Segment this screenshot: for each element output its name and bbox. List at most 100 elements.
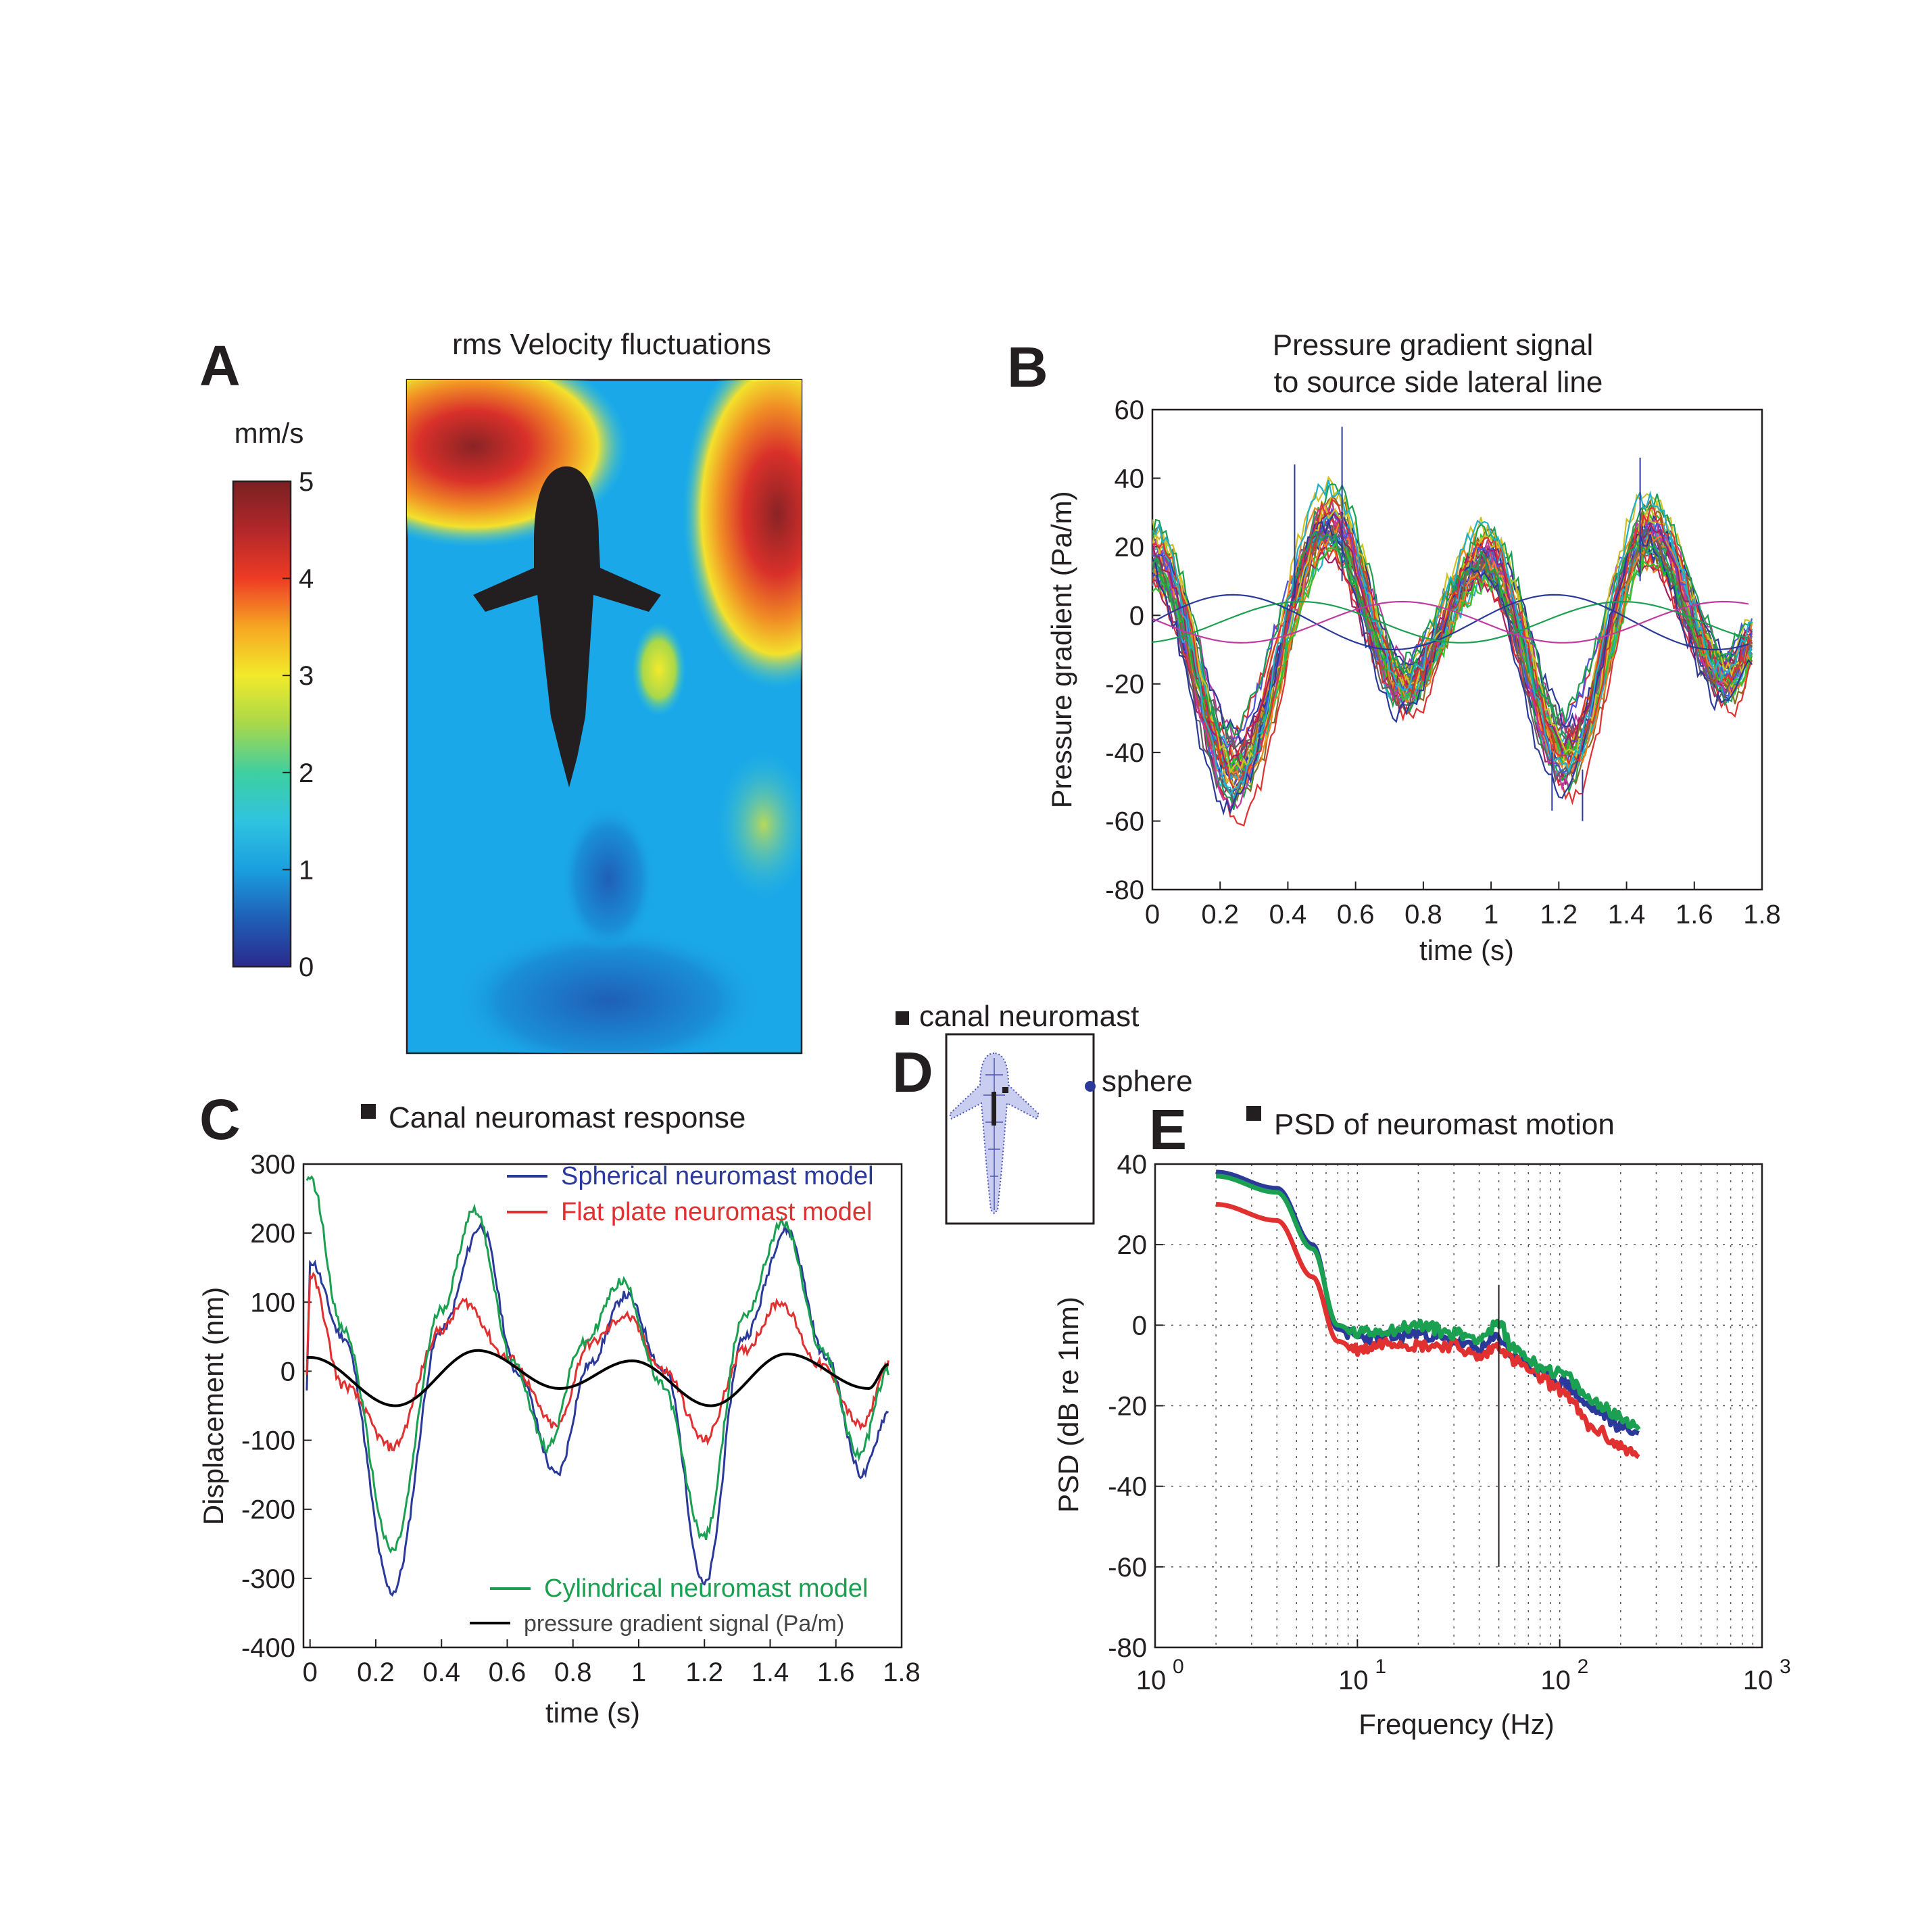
canal-line (992, 1092, 996, 1126)
panel-e: E PSD of neuromast motion 10 0 10 1 10 2 10 3 40… (1052, 1098, 1791, 1740)
panel-b-ytick-label: 40 (1115, 464, 1145, 493)
panel-a-letter: A (199, 334, 241, 397)
panel-c-plot-frame (302, 1163, 903, 1649)
panel-e-xtick-base: 10 (1136, 1666, 1167, 1695)
colorbar-tick-label: 0 (299, 952, 314, 982)
panel-b-trace (1152, 479, 1753, 796)
panel-c-ytick-label: -400 (241, 1633, 295, 1663)
panel-b-ytick-label: -40 (1105, 738, 1144, 768)
colorbar-tick-label: 5 (299, 467, 314, 497)
panel-c-xtick-label: 0 (303, 1658, 318, 1687)
panel-c-legend-label: Spherical neuromast model (561, 1162, 874, 1190)
panel-b-trace (1152, 530, 1753, 735)
canal-neuromast-marker (896, 1011, 909, 1025)
velocity-map (406, 379, 803, 1055)
fish-mesh-box (945, 1033, 1095, 1225)
panel-b-xtick-label: 1.8 (1743, 900, 1781, 929)
panel-e-ytick-label: 20 (1117, 1230, 1148, 1260)
panel-e-ytick-label: 40 (1117, 1150, 1148, 1180)
panel-c: C Canal neuromast response 0 0.2 0.4 0.6 0.8… (197, 1088, 921, 1729)
panel-c-legend-label: pressure gradient signal (Pa/m) (524, 1611, 844, 1637)
panel-e-xlabel: Frequency (Hz) (1359, 1708, 1554, 1740)
panel-b-xtick-label: 0 (1145, 900, 1160, 929)
panel-b-ytick-label: -20 (1105, 670, 1144, 700)
panel-b-trace (1152, 539, 1753, 769)
panel-e-series-line (1215, 1169, 1640, 1436)
panel-c-ytick-label: 0 (280, 1357, 295, 1386)
panel-b-trace (1152, 549, 1753, 765)
panel-b-ytick-label: 0 (1129, 601, 1144, 631)
panel-e-xtick-base: 10 (1540, 1666, 1571, 1695)
warm-region-center (632, 622, 686, 717)
sphere-label: sphere (1102, 1065, 1193, 1098)
panel-a: A rms Velocity fluctuations mm/s 0 1 2 3 4 5 (199, 328, 803, 1055)
panel-e-xtick-base: 10 (1338, 1666, 1369, 1695)
panel-b-ytick-label: -80 (1105, 875, 1144, 905)
panel-b-title-line2: to source side lateral line (1274, 366, 1603, 399)
fish-mesh (948, 1052, 1040, 1215)
panel-c-axes: 0 0.2 0.4 0.6 0.8 1 1.2 1.4 1.6 1.8 300 200 100 0 -100… (241, 1150, 921, 1687)
panel-e-axes: 10 0 10 1 10 2 10 3 40 20 0 -20 -40 -60 -80 (1108, 1150, 1791, 1695)
colorbar-ticks: 0 1 2 3 4 5 (283, 467, 314, 982)
panel-d: canal neuromast D sphere (892, 1000, 1193, 1225)
panel-c-xtick-label: 0.8 (554, 1658, 592, 1687)
panel-b-xtick-label: 1.4 (1608, 900, 1646, 929)
warm-region-lower-right (716, 750, 802, 899)
panel-a-title: rms Velocity fluctuations (452, 328, 771, 361)
panel-c-xlabel: time (s) (545, 1697, 640, 1729)
panel-e-xtick-base: 10 (1743, 1666, 1774, 1695)
panel-c-legend-label: Cylindrical neuromast model (544, 1574, 868, 1603)
panel-c-ytick-label: 300 (250, 1150, 295, 1180)
panel-b-trace-low-amplitude (1152, 600, 1749, 644)
panel-b-xtick-label: 1.2 (1540, 900, 1578, 929)
panel-b-trace (1152, 523, 1753, 789)
panel-b-xtick-label: 0.4 (1269, 900, 1307, 929)
panel-b-title-line1: Pressure gradient signal (1273, 329, 1593, 362)
panel-c-ytick-label: -200 (241, 1495, 295, 1525)
panel-e-ylabel: PSD (dB re 1nm) (1052, 1297, 1084, 1513)
panel-d-letter: D (892, 1040, 933, 1104)
panel-c-legend-label: Flat plate neuromast model (561, 1198, 872, 1226)
panel-c-series-line (305, 1175, 889, 1554)
panel-c-ylabel: Displacement (nm) (197, 1287, 229, 1525)
colorbar (232, 480, 292, 968)
panel-e-ytick-label: 0 (1132, 1311, 1147, 1341)
colorbar-tick-label: 4 (299, 564, 314, 594)
panel-b-ytick-label: 60 (1115, 395, 1145, 425)
panel-e-ytick-label: -40 (1108, 1472, 1147, 1502)
panel-b-xtick-label: 0.8 (1404, 900, 1442, 929)
sphere-marker (1085, 1081, 1096, 1092)
panel-b-traces (1152, 427, 1753, 827)
colorbar-unit: mm/s (235, 417, 304, 449)
colorbar-tick-label: 3 (299, 661, 314, 691)
panel-b-ytick-label: -60 (1105, 807, 1144, 837)
panel-b-xtick-label: 0.6 (1337, 900, 1375, 929)
panel-e-traces (1215, 1169, 1641, 1567)
panel-c-xtick-label: 1.6 (817, 1658, 855, 1687)
panel-b-xlabel: time (s) (1419, 934, 1514, 966)
hot-region-right (683, 380, 802, 690)
panel-b-plot-frame (1151, 408, 1763, 891)
panel-c-xtick-label: 1 (631, 1658, 646, 1687)
panel-c-ytick-label: 200 (250, 1219, 295, 1249)
panel-c-xtick-label: 1.2 (685, 1658, 723, 1687)
panel-e-letter: E (1149, 1098, 1187, 1161)
panel-c-ytick-label: -100 (241, 1426, 295, 1456)
panel-c-legend: Spherical neuromast model Flat plate neur… (470, 1162, 874, 1637)
panel-b-letter: B (1007, 335, 1048, 399)
panel-c-xtick-label: 0.2 (357, 1658, 395, 1687)
canal-neuromast-label: canal neuromast (919, 1000, 1139, 1033)
panel-b-trace-low-amplitude (1152, 600, 1749, 644)
cool-region-bottom (453, 926, 764, 1053)
colorbar-tick-label: 2 (299, 758, 314, 788)
panel-b-ytick-label: 20 (1115, 533, 1145, 562)
panel-e-xtick-exponent: 3 (1780, 1656, 1791, 1678)
fish-silhouette (473, 466, 661, 788)
cool-region-middle (561, 804, 656, 953)
panel-c-title-marker (361, 1104, 376, 1119)
colorbar-tick-label: 1 (299, 855, 314, 885)
panel-c-ytick-label: 100 (250, 1288, 295, 1318)
panel-e-title: PSD of neuromast motion (1274, 1108, 1615, 1141)
panel-c-xtick-label: 0.4 (422, 1658, 460, 1687)
